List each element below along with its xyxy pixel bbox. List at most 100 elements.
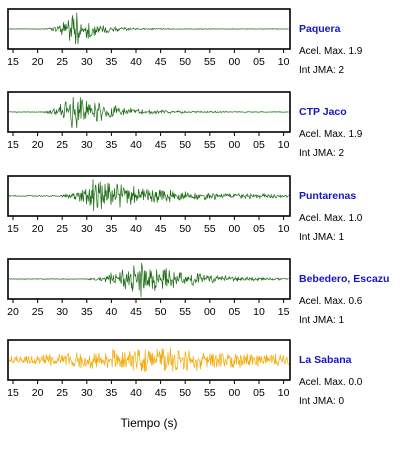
x-tick-label: 40	[130, 56, 142, 68]
accel-max-label: Acel. Max.	[299, 377, 346, 388]
x-tick-label: 45	[155, 139, 167, 151]
seismogram-panel-1: 15 20 25 30 35 40 45 50 55 00 05 10	[7, 8, 291, 68]
jma-intensity-line: Int JMA: 1	[299, 315, 344, 326]
jma-intensity-label: Int JMA:	[299, 148, 336, 159]
waveform-trace	[8, 179, 289, 212]
x-tick-label: 15	[7, 139, 19, 151]
x-tick-label: 35	[106, 139, 118, 151]
x-tick-label: 55	[204, 223, 216, 235]
jma-intensity-label: Int JMA:	[299, 396, 336, 407]
accel-max-line: Acel. Max. 1.9	[299, 129, 362, 140]
x-tick-label: 40	[130, 223, 142, 235]
x-tick-label: 20	[32, 139, 44, 151]
x-tick-label: 20	[32, 223, 44, 235]
jma-intensity-label: Int JMA:	[299, 315, 336, 326]
x-tick-label: 05	[229, 306, 241, 318]
x-tick-label: 00	[229, 387, 241, 399]
x-tick-label: 35	[106, 387, 118, 399]
x-tick-label: 10	[278, 56, 290, 68]
station-name: CTP Jaco	[299, 106, 347, 118]
x-tick-label: 15	[7, 387, 19, 399]
x-tick-label: 25	[56, 56, 68, 68]
x-tick-label: 15	[278, 306, 290, 318]
x-tick-label: 10	[278, 139, 290, 151]
accel-max-value: 0.6	[348, 296, 363, 307]
jma-intensity-line: Int JMA: 2	[299, 148, 344, 159]
x-tick-label: 15	[7, 223, 19, 235]
x-tick-label: 25	[56, 139, 68, 151]
waveform-trace	[9, 96, 289, 129]
jma-intensity-value: 1	[338, 232, 345, 243]
accel-max-value: 1.0	[348, 213, 363, 224]
seismogram-panel-3: 15 20 25 30 35 40 45 50 55 00 05 10	[7, 175, 291, 235]
seismogram-panel-2: 15 20 25 30 35 40 45 50 55 00 05 10	[7, 91, 291, 151]
x-tick-label: 55	[179, 306, 191, 318]
x-tick-label: 50	[179, 56, 191, 68]
x-tick-label: 15	[7, 56, 19, 68]
station-name: Puntarenas	[299, 190, 357, 202]
jma-intensity-line: Int JMA: 2	[299, 65, 344, 76]
x-tick-label: 05	[253, 223, 265, 235]
waveform-trace	[8, 347, 289, 373]
waveform-trace	[8, 12, 289, 45]
x-tick-label: 05	[253, 56, 265, 68]
x-tick-label: 35	[106, 223, 118, 235]
station-name: Bebedero, Escazu	[299, 273, 390, 285]
x-tick-label: 30	[81, 223, 93, 235]
x-tick-label: 45	[155, 56, 167, 68]
x-tick-label: 35	[81, 306, 93, 318]
accel-max-line: Acel. Max. 1.9	[299, 46, 362, 57]
x-tick-label: 55	[204, 139, 216, 151]
accel-max-label: Acel. Max.	[299, 296, 346, 307]
x-tick-label: 10	[278, 387, 290, 399]
jma-intensity-value: 2	[338, 65, 345, 76]
x-tick-label: 25	[32, 306, 44, 318]
x-tick-label: 30	[81, 56, 93, 68]
jma-intensity-label: Int JMA:	[299, 65, 336, 76]
x-tick-label: 40	[130, 139, 142, 151]
panel-frame	[7, 175, 291, 217]
jma-intensity-value: 1	[338, 315, 345, 326]
accel-max-label: Acel. Max.	[299, 213, 346, 224]
seismogram-panel-5: 15 20 25 30 35 40 45 50 55 00 05 10	[7, 339, 291, 399]
x-tick-label: 20	[7, 306, 19, 318]
x-tick-label: 30	[56, 306, 68, 318]
x-tick-label: 40	[106, 306, 118, 318]
x-tick-label: 00	[229, 56, 241, 68]
accel-max-line: Acel. Max. 0.0	[299, 377, 362, 388]
x-tick-label: 55	[204, 387, 216, 399]
x-tick-label: 00	[229, 139, 241, 151]
x-tick-label: 40	[130, 387, 142, 399]
x-tick-label: 55	[204, 56, 216, 68]
accel-max-line: Acel. Max. 0.6	[299, 296, 362, 307]
accel-max-label: Acel. Max.	[299, 46, 346, 57]
station-name: La Sabana	[299, 354, 352, 366]
x-tick-label: 25	[56, 387, 68, 399]
x-tick-label: 10	[253, 306, 265, 318]
seismogram-panel-4: 20 25 30 35 40 45 50 55 00 05 10 15	[7, 258, 291, 318]
jma-intensity-line: Int JMA: 0	[299, 396, 344, 407]
x-axis-label: Tiempo (s)	[121, 416, 178, 430]
x-tick-label: 45	[155, 223, 167, 235]
x-tick-label: 05	[253, 139, 265, 151]
panel-frame	[7, 339, 291, 381]
accel-max-value: 1.9	[348, 46, 363, 57]
x-tick-label: 00	[229, 223, 241, 235]
accel-max-value: 1.9	[348, 129, 363, 140]
x-tick-label: 50	[155, 306, 167, 318]
x-tick-label: 45	[155, 387, 167, 399]
waveform-trace	[8, 262, 289, 298]
x-tick-label: 50	[179, 223, 191, 235]
x-tick-label: 25	[56, 223, 68, 235]
x-tick-label: 30	[81, 139, 93, 151]
jma-intensity-value: 2	[338, 148, 345, 159]
x-tick-label: 20	[32, 387, 44, 399]
x-tick-label: 50	[179, 139, 191, 151]
jma-intensity-line: Int JMA: 1	[299, 232, 344, 243]
station-name: Paquera	[299, 23, 341, 35]
x-tick-label: 20	[32, 56, 44, 68]
accel-max-line: Acel. Max. 1.0	[299, 213, 362, 224]
x-tick-label: 00	[204, 306, 216, 318]
x-tick-label: 50	[179, 387, 191, 399]
